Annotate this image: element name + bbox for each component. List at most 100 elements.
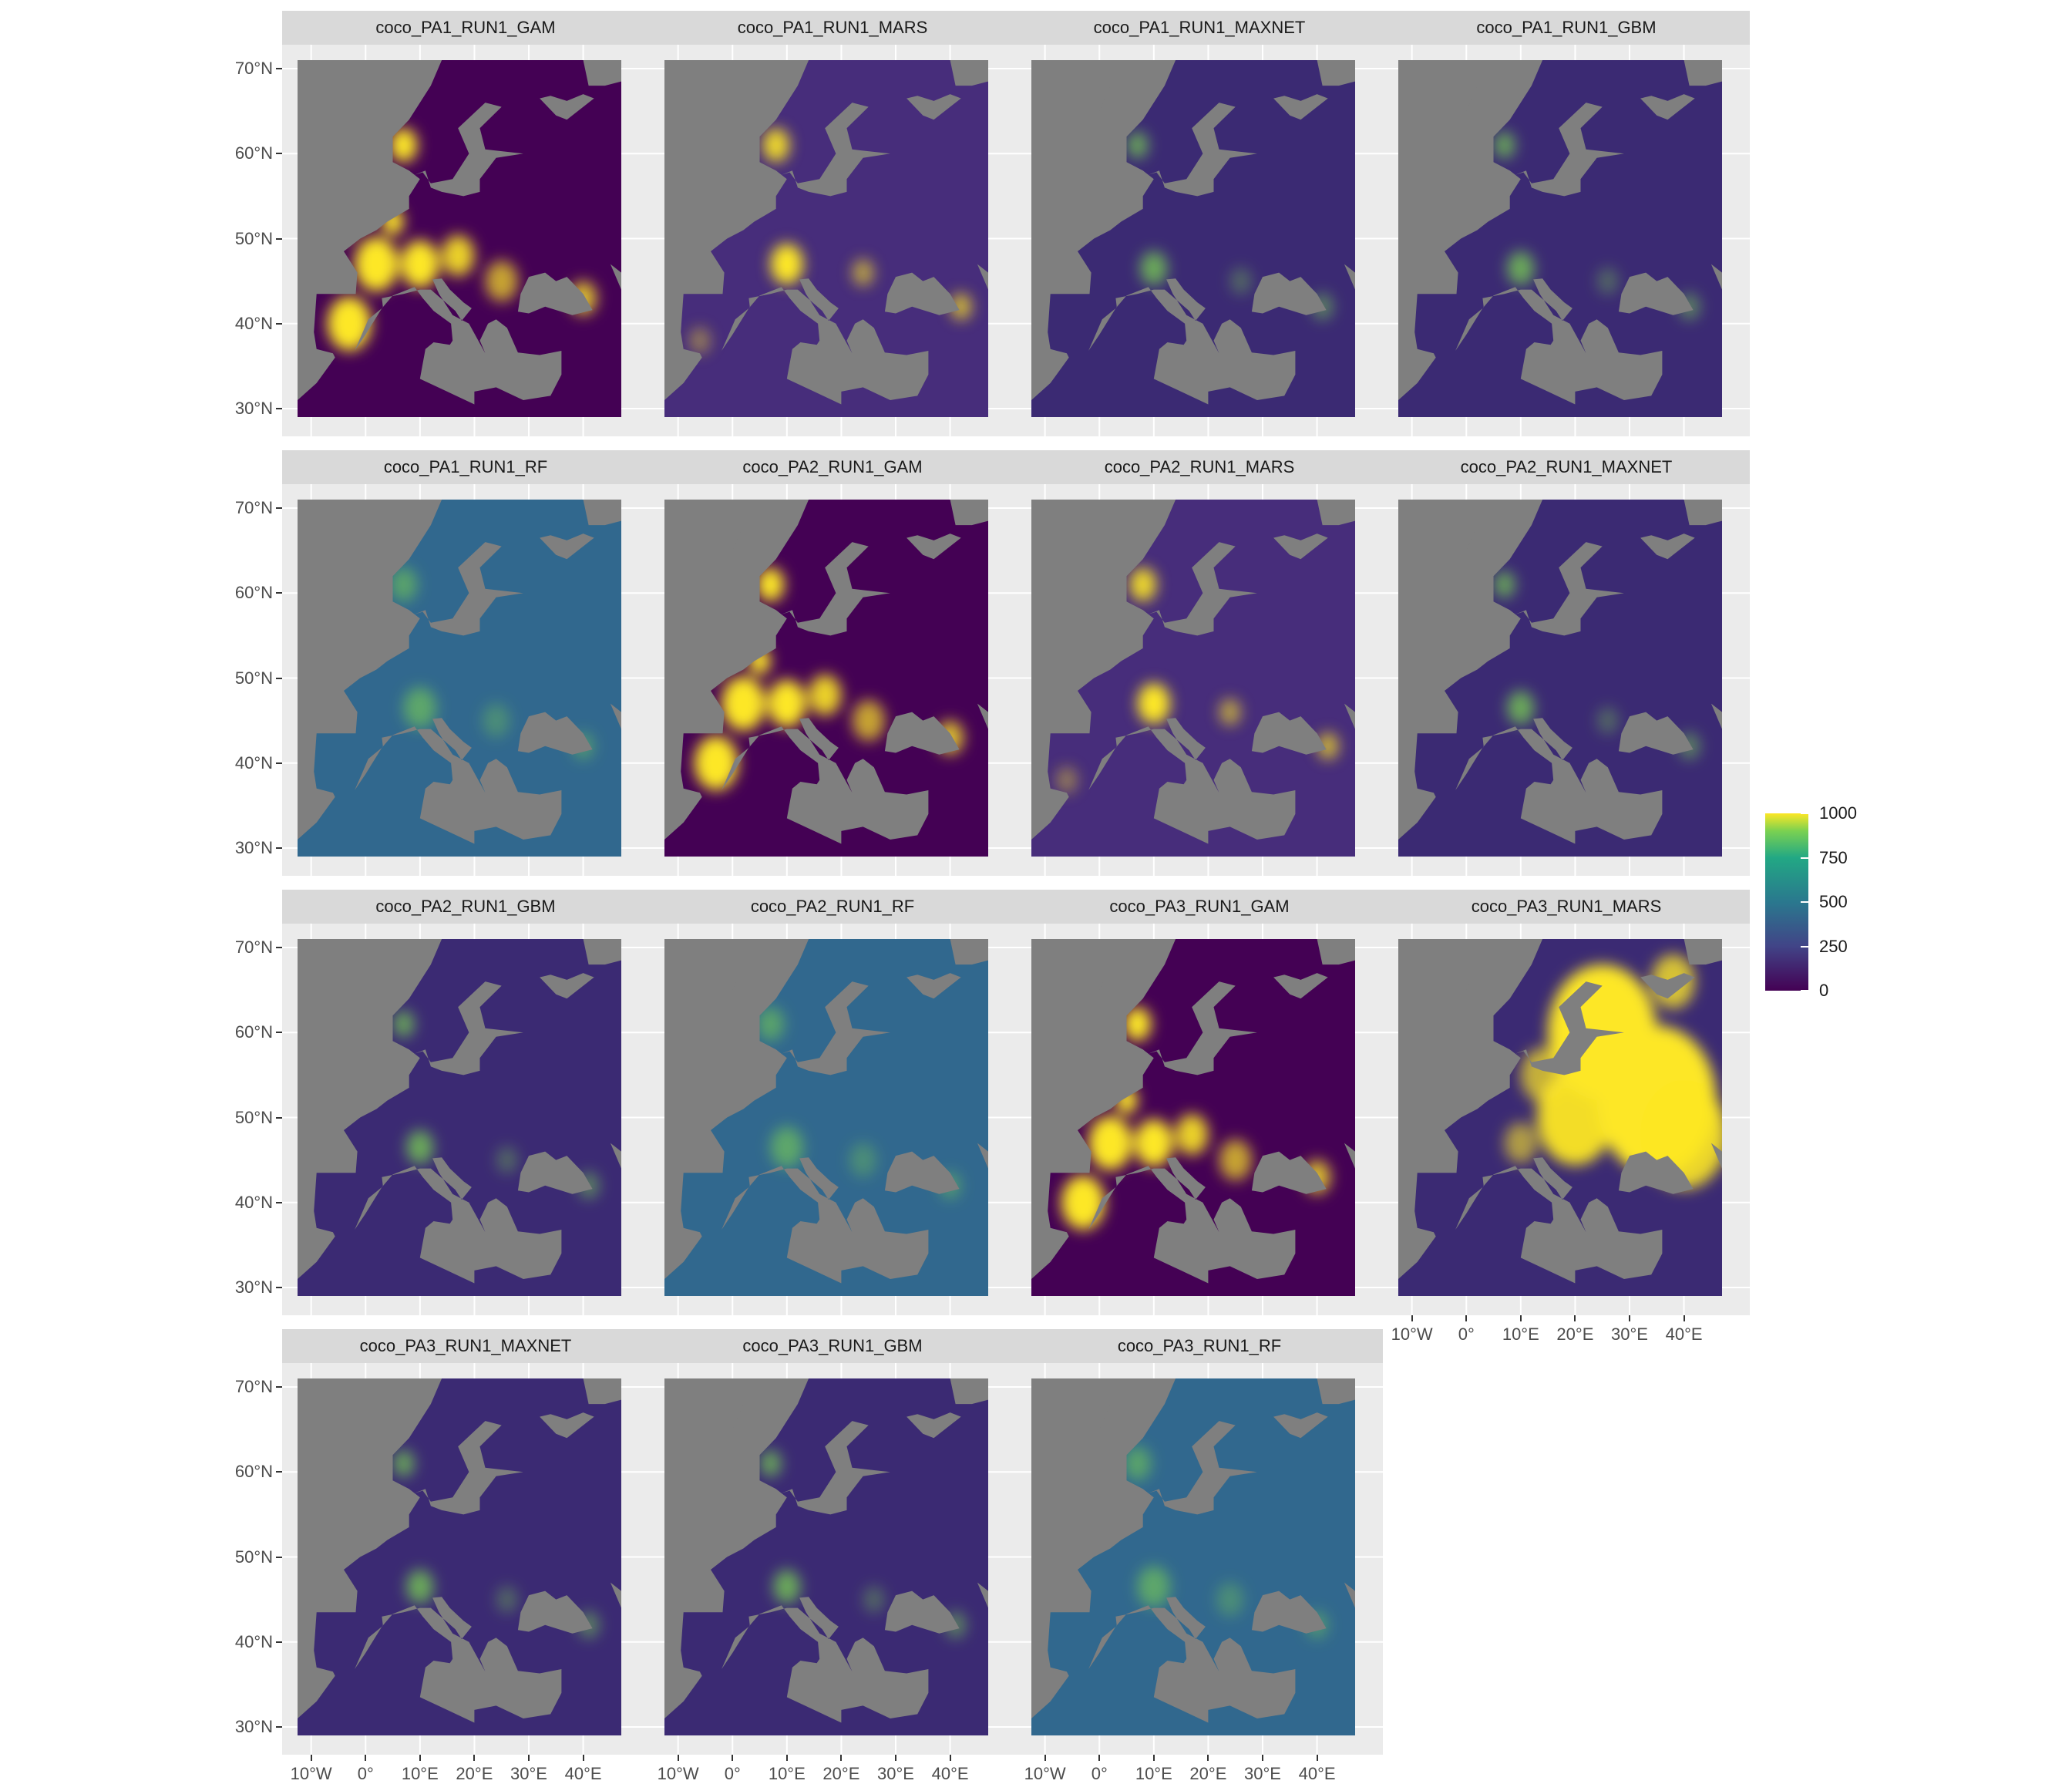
facet-strip: coco_PA1_RUN1_GBM (1383, 11, 1750, 45)
y-tick (276, 677, 282, 679)
na-area (1148, 1421, 1257, 1515)
x-tick (1465, 1315, 1468, 1321)
na-area (610, 264, 621, 324)
plot-area (282, 924, 649, 1315)
na-area (517, 1590, 593, 1634)
x-tick-label: 20°E (1556, 1325, 1594, 1344)
map-panel: coco_PA3_RUN1_RF (1016, 1329, 1383, 1755)
suitability-hotspot (762, 128, 790, 163)
na-area (1722, 264, 1744, 351)
plot-area (282, 1363, 649, 1755)
suitability-hotspot (1229, 267, 1252, 295)
y-tick (276, 68, 282, 70)
map-raster (1016, 924, 1383, 1315)
x-tick (1683, 1315, 1685, 1321)
na-area (540, 534, 594, 560)
na-area (664, 60, 755, 112)
na-area (664, 939, 755, 991)
legend-tick (1801, 857, 1808, 859)
na-area (298, 1378, 442, 1718)
plot-area (649, 45, 1016, 436)
x-tick (895, 1755, 896, 1761)
na-area (621, 1583, 643, 1669)
suitability-hotspot (770, 244, 803, 285)
map-raster (1383, 924, 1750, 1315)
y-tick-label: 60°N (234, 143, 273, 163)
y-tick-label: 50°N (234, 1547, 273, 1567)
na-area (781, 103, 890, 197)
x-tick-label: 40°E (1665, 1325, 1703, 1344)
x-tick (785, 1755, 788, 1761)
suitability-hotspot (759, 1449, 782, 1477)
na-area (1317, 1378, 1355, 1405)
x-tick-label: 0° (357, 1764, 374, 1783)
suitability-hotspot (1493, 571, 1515, 598)
facet-strip: coco_PA2_RUN1_MARS (1016, 450, 1383, 484)
y-tick (276, 592, 282, 594)
suitability-hotspot (1135, 1119, 1173, 1167)
na-area (540, 94, 594, 120)
suitability-hotspot (1176, 1114, 1209, 1156)
na-area (1515, 542, 1624, 636)
na-area (664, 939, 809, 1279)
na-area (621, 264, 643, 351)
suitability-hotspot (1504, 1123, 1537, 1164)
na-area (298, 60, 388, 112)
na-area (298, 939, 442, 1279)
x-tick (528, 1755, 530, 1761)
y-tick-label: 40°N (234, 1192, 273, 1212)
na-area (1398, 60, 1488, 112)
na-area (583, 1378, 621, 1405)
y-tick-label: 40°N (234, 1631, 273, 1651)
x-tick-label: 0° (724, 1764, 741, 1783)
legend-label: 750 (1819, 847, 1848, 867)
na-area (298, 1378, 388, 1430)
na-area (1618, 712, 1694, 755)
na-area (1355, 264, 1377, 351)
y-tick (276, 1641, 282, 1643)
y-tick-label: 40°N (234, 752, 273, 773)
suitability-hotspot (694, 735, 738, 791)
map-panel: coco_PA2_RUN1_MARS (1016, 450, 1383, 876)
y-tick (276, 762, 282, 764)
na-area (1710, 703, 1722, 763)
suitability-hotspot (1088, 1116, 1132, 1170)
na-area (1398, 939, 1543, 1279)
suitability-hotspot (406, 1130, 434, 1165)
na-area (1398, 939, 1488, 991)
na-area (1251, 272, 1327, 315)
na-area (1640, 973, 1695, 999)
na-area (664, 1378, 755, 1430)
suitability-hotspot (392, 1449, 415, 1477)
y-tick-label: 40°N (234, 313, 273, 333)
suitability-hotspot (863, 1585, 885, 1614)
na-area (988, 1143, 1010, 1230)
suitability-hotspot (1137, 683, 1170, 725)
na-area (1031, 1378, 1176, 1718)
suitability-hotspot (1061, 1175, 1105, 1230)
na-area (1684, 60, 1722, 86)
na-area (1618, 1151, 1694, 1194)
y-tick-label: 30°N (234, 1277, 273, 1297)
map-panel: coco_PA3_RUN1_GAM (1016, 890, 1383, 1315)
na-area (1722, 1143, 1744, 1230)
na-area (610, 703, 621, 763)
x-tick (677, 1755, 679, 1761)
na-area (1355, 1583, 1377, 1669)
suitability-hotspot (485, 261, 518, 302)
map-panel: coco_PA1_RUN1_GBM (1383, 11, 1750, 436)
map-panel: coco_PA1_RUN1_MARS (649, 11, 1016, 436)
suitability-hotspot (722, 676, 765, 731)
x-tick (1519, 1315, 1522, 1321)
facet-strip: coco_PA1_RUN1_RF (282, 450, 649, 484)
x-tick (365, 1755, 367, 1761)
suitability-hotspot (1216, 1582, 1244, 1617)
na-area (1398, 500, 1543, 840)
facet-strip: coco_PA3_RUN1_MARS (1383, 890, 1750, 924)
na-area (1273, 534, 1328, 560)
na-area (1398, 500, 1488, 551)
na-area (1344, 1582, 1355, 1642)
legend-label: 1000 (1819, 803, 1857, 823)
suitability-hotspot (401, 240, 439, 288)
na-area (1317, 500, 1355, 526)
